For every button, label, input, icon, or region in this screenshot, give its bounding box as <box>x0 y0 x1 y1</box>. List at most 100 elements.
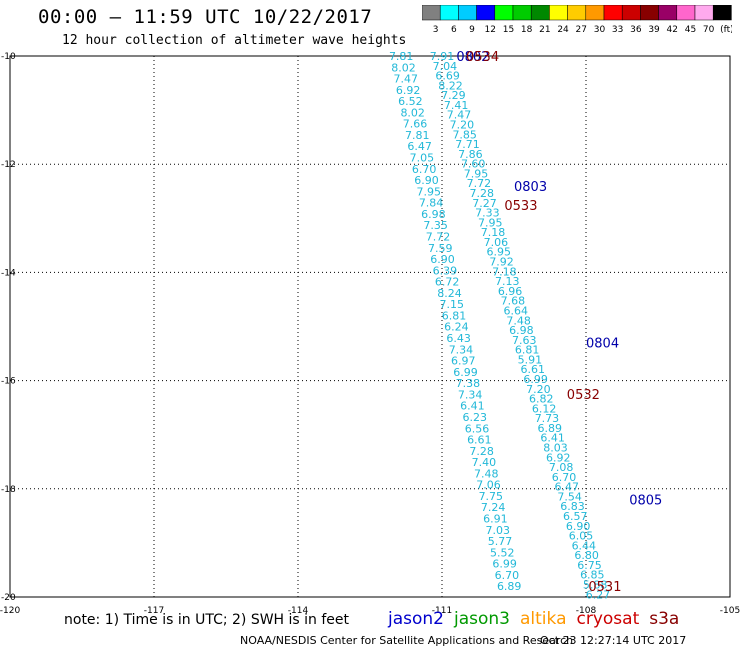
wave-height-label-right: 7.92 <box>489 256 514 269</box>
colorbar-label: 18 <box>521 25 533 35</box>
pass-time-label: 0534 <box>466 50 499 65</box>
wave-height-label-left: 6.99 <box>453 366 478 379</box>
wave-height-label-left: 7.15 <box>440 298 465 311</box>
wave-height-label-right: 6.12 <box>532 402 557 415</box>
wave-height-label-left: 8.24 <box>437 287 462 300</box>
wave-height-label-right: 7.71 <box>455 138 480 151</box>
wave-height-label-left: 6.99 <box>492 558 517 571</box>
wave-height-label-left: 7.81 <box>405 129 430 142</box>
wave-height-label-right: 8.22 <box>438 79 463 92</box>
wave-height-label-left: 6.91 <box>483 512 508 525</box>
wave-height-label-right: 7.20 <box>526 383 551 396</box>
wave-height-label-left: 7.35 <box>423 219 448 232</box>
wave-height-label-right: 7.95 <box>478 216 503 229</box>
wave-height-label-left: 6.47 <box>407 140 432 153</box>
wave-height-label-right: 6.82 <box>529 393 554 406</box>
colorbar-label: 6 <box>451 25 457 35</box>
wave-height-label-right: 7.72 <box>467 177 492 190</box>
lat-tick-label: -18 <box>1 485 16 495</box>
wave-height-label-right: 7.20 <box>450 119 475 132</box>
colorbar-label: 45 <box>685 25 696 35</box>
wave-height-label-right: 6.89 <box>538 422 563 435</box>
map-title: 00:00 – 11:59 UTC 10/22/2017 <box>38 6 373 28</box>
axis-ticks: -120 -117 -114 -111 -108 -105 -10 -12 -14 -16 -18 -… <box>0 52 740 616</box>
wave-height-label-left: 6.24 <box>444 321 469 334</box>
wave-height-label-right: 6.41 <box>540 432 565 445</box>
wave-height-label-right: 7.86 <box>458 148 483 161</box>
wave-height-label-right: 6.47 <box>555 481 580 494</box>
wave-height-label-left: 6.90 <box>430 253 455 266</box>
timestamp: Oct 23 12:27:14 UTC 2017 <box>540 634 687 647</box>
pass-time-label: 0533 <box>504 199 537 214</box>
legend-jason3: jason3 <box>454 609 510 629</box>
wave-height-label-right: 6.95 <box>486 246 511 259</box>
lon-tick-label: -120 <box>0 606 20 616</box>
map-grid <box>9 55 731 598</box>
wave-height-label-left: 7.24 <box>481 501 506 514</box>
lon-tick-label: -105 <box>720 606 740 616</box>
wave-height-label-right: 7.41 <box>444 99 469 112</box>
wave-height-label-left: 7.40 <box>472 456 497 469</box>
wave-height-label-right: 6.57 <box>563 510 588 523</box>
wave-height-label-right: 6.81 <box>515 344 540 357</box>
wave-height-label-right: 7.91 <box>430 50 455 63</box>
wave-height-label-right: 6.99 <box>523 373 548 386</box>
wave-height-label-left: 7.28 <box>469 445 494 458</box>
wave-height-label-left: 8.02 <box>400 106 425 119</box>
wave-height-label-left: 7.38 <box>456 377 481 390</box>
wave-height-label-right: 7.04 <box>433 60 458 73</box>
colorbar-label: 27 <box>576 25 587 35</box>
map-subtitle: 12 hour collection of altimeter wave hei… <box>62 33 407 48</box>
wave-height-label-left: 6.97 <box>451 355 476 368</box>
wave-height-label-left: 6.90 <box>414 174 439 187</box>
wave-height-label-right: 6.64 <box>503 304 528 317</box>
lat-tick-label: -12 <box>1 160 16 170</box>
wave-height-label-right: 7.28 <box>469 187 494 200</box>
wave-height-label-left: 5.77 <box>488 535 513 548</box>
wave-height-label-left: 5.52 <box>490 546 515 559</box>
wave-height-label-left: 7.95 <box>417 185 442 198</box>
lat-tick-label: -16 <box>1 377 16 387</box>
satellite-tracks: 7.818.027.476.926.528.027.667.816.477.05… <box>389 50 610 601</box>
pass-time-label: 0803 <box>514 180 547 195</box>
wave-height-label-right: 7.73 <box>535 412 560 425</box>
wave-height-label-left: 7.48 <box>474 467 499 480</box>
wave-height-label-left: 6.89 <box>497 580 522 593</box>
wave-height-label-left: 7.47 <box>394 73 419 86</box>
wave-height-label-right: 7.63 <box>512 334 537 347</box>
lon-tick-label: -111 <box>432 606 452 616</box>
wave-height-label-left: 7.06 <box>476 479 501 492</box>
wave-height-label-right: 6.96 <box>498 285 523 298</box>
wave-height-label-right: 7.47 <box>447 109 472 122</box>
wave-height-label-left: 8.02 <box>391 61 416 74</box>
legend-cryosat: cryosat <box>576 609 640 629</box>
colorbar-label: 33 <box>612 25 623 35</box>
lon-tick-label: -114 <box>288 606 309 616</box>
wave-height-label-right: 5.88 <box>583 579 608 592</box>
wave-height-label-left: 6.56 <box>465 422 490 435</box>
pass-time-label: 0802 <box>456 50 489 65</box>
wave-height-label-right: 7.18 <box>492 265 517 278</box>
wave-height-label-right: 7.08 <box>549 461 574 474</box>
wave-height-label-right: 7.68 <box>501 295 526 308</box>
colorbar-label: 36 <box>630 25 642 35</box>
wave-height-label-right: 7.13 <box>495 275 520 288</box>
wave-height-label-left: 6.61 <box>467 434 492 447</box>
map-note: note: 1) Time is in UTC; 2) SWH is in fe… <box>64 612 350 628</box>
lon-tick-label: -117 <box>144 606 164 616</box>
wave-height-label-left: 7.34 <box>458 388 483 401</box>
satellite-legend: jason2 jason3 altika cryosat s3a <box>388 609 689 629</box>
colorbar-label: 42 <box>667 25 678 35</box>
wave-height-label-left: 6.92 <box>396 84 421 97</box>
wave-height-label-left: 6.70 <box>412 163 437 176</box>
wave-height-label-right: 7.60 <box>461 158 486 171</box>
wave-height-label-right: 6.98 <box>509 324 534 337</box>
wave-height-label-right: 6.85 <box>580 569 605 582</box>
wave-height-label-right: 7.06 <box>484 236 509 249</box>
wave-height-label-right: 7.85 <box>452 128 477 141</box>
wave-height-label-right: 6.90 <box>566 520 591 533</box>
wave-height-label-left: 6.52 <box>398 95 423 108</box>
wave-height-label-left: 7.03 <box>485 524 510 537</box>
